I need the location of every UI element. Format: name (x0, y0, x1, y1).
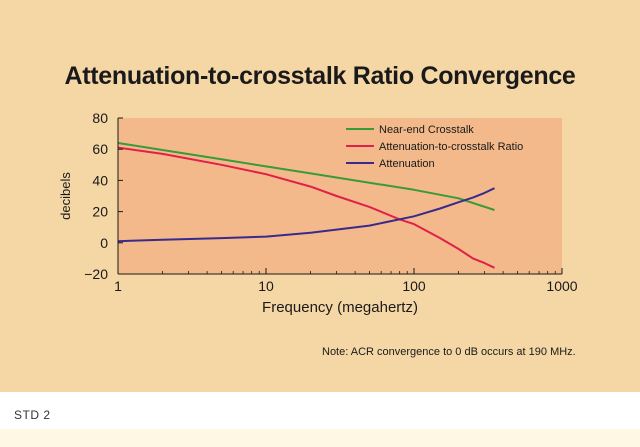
series-layer (117, 142, 495, 269)
chart-svg: −20 0 20 40 60 80 1 10 100 1000 Near-end Crosstal… (58, 110, 578, 316)
plot-area (118, 118, 562, 274)
footer-strip (0, 429, 640, 447)
y-tick-label: 20 (92, 204, 108, 220)
y-tick-label: 80 (92, 110, 108, 126)
axes-layer: −20 0 20 40 60 80 1 10 100 1000 (84, 110, 578, 294)
legend: Near-end Crosstalk Attenuation-to-crossta… (346, 124, 523, 170)
x-tick-label: 1 (114, 278, 122, 294)
series-line-3 (117, 187, 495, 243)
legend-label-2: Attenuation-to-crosstalk Ratio (379, 141, 523, 153)
y-tick-label: 40 (92, 172, 108, 188)
x-tick-label: 100 (402, 278, 426, 294)
series-line-1 (117, 142, 495, 211)
x-tick-label: 10 (258, 278, 274, 294)
y-tick-label: 0 (100, 235, 108, 251)
chart-figure: Attenuation-to-crosstalk Ratio Convergen… (0, 0, 640, 392)
chart-note: Note: ACR convergence to 0 dB occurs at … (322, 346, 576, 358)
legend-label-3: Attenuation (379, 158, 435, 170)
footer: STD 2 (0, 392, 640, 447)
chart-title: Attenuation-to-crosstalk Ratio Convergen… (64, 62, 576, 90)
y-tick-label: −20 (84, 266, 108, 282)
legend-label-1: Near-end Crosstalk (379, 124, 474, 136)
footer-code: STD 2 (14, 408, 51, 422)
series-line-2 (117, 146, 495, 269)
x-axis-label: Frequency (megahertz) (262, 299, 418, 316)
y-axis-label: decibels (58, 172, 73, 220)
y-tick-label: 60 (92, 141, 108, 157)
x-tick-label: 1000 (546, 278, 577, 294)
